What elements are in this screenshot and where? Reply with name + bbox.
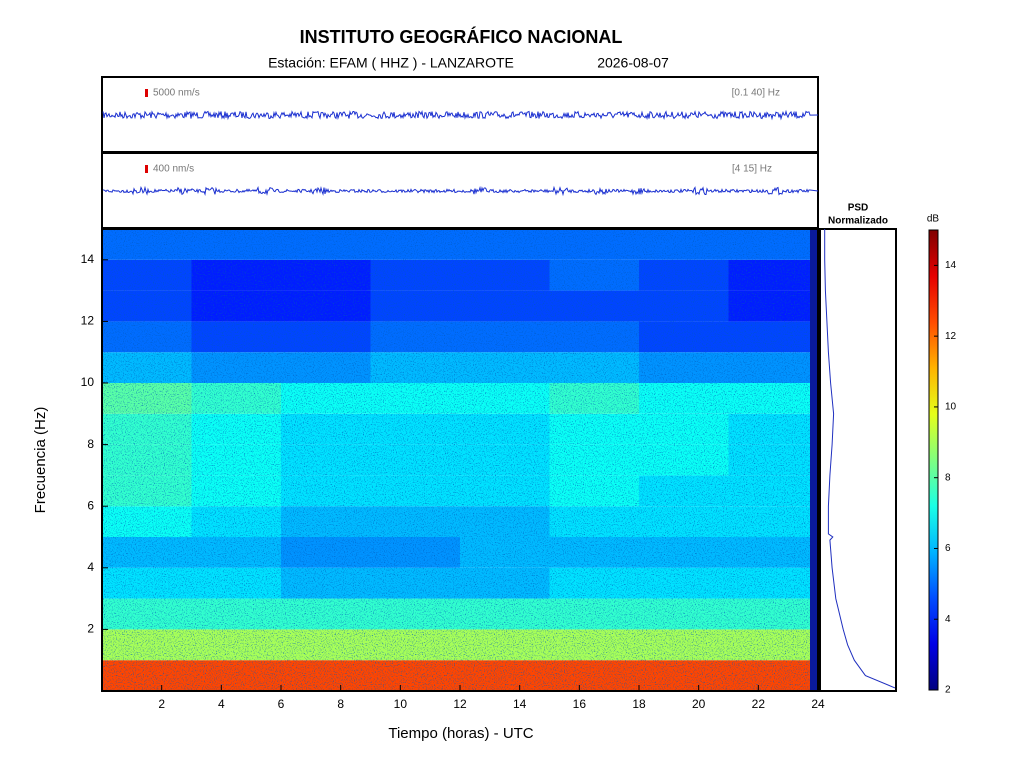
colorbar-tick-label: 6 [945,543,951,554]
colorbar-tick-label: 8 [945,472,951,483]
x-tick-label: 6 [278,697,285,711]
x-tick-label: 12 [453,697,467,711]
trace-band: [0.1 40] Hz [732,88,780,99]
y-tick-label: 10 [81,375,95,389]
x-label: Tiempo (horas) - UTC [388,725,533,742]
station: Estación: EFAM ( HHZ ) - LANZAROTE [268,55,514,71]
scale-marker [145,89,148,97]
waveform [102,185,819,197]
colorbar-tick-label: 12 [945,331,957,342]
y-tick-label: 14 [81,252,95,266]
x-tick-label: 24 [811,697,825,711]
y-tick-label: 8 [87,437,94,451]
psd-title: PSD [848,203,869,214]
date: 2026-08-07 [597,55,669,71]
y-tick-label: 12 [81,314,95,328]
colorbar-tick-label: 4 [945,614,951,625]
trace-scale: 5000 nm/s [153,88,200,99]
colorbar-tick-label: 10 [945,402,957,413]
psd-line [824,229,896,689]
gap-strip [810,229,820,691]
title: INSTITUTO GEOGRÁFICO NACIONAL [300,26,623,47]
colorbar [928,229,939,691]
y-label: Frecuencia (Hz) [32,407,49,514]
trace-band: [4 15] Hz [732,164,772,175]
x-tick-label: 4 [218,697,225,711]
psd-frame [819,228,897,692]
y-tick-label: 4 [87,560,94,574]
trace-scale: 400 nm/s [153,164,194,175]
scale-marker [145,165,148,173]
colorbar-tick-label: 2 [945,685,951,696]
waveform [102,109,819,121]
y-tick-label: 2 [87,622,94,636]
x-tick-label: 16 [573,697,587,711]
x-tick-label: 22 [752,697,766,711]
x-tick-label: 2 [158,697,165,711]
x-tick-label: 20 [692,697,706,711]
x-tick-label: 18 [632,697,646,711]
x-tick-label: 14 [513,697,527,711]
psd-subtitle: Normalizado [828,216,888,227]
colorbar-label: dB [927,214,940,225]
x-tick-label: 10 [394,697,408,711]
colorbar-tick-label: 14 [945,260,957,271]
x-tick-label: 8 [337,697,344,711]
speckle [102,229,810,691]
y-tick-label: 6 [87,498,94,512]
